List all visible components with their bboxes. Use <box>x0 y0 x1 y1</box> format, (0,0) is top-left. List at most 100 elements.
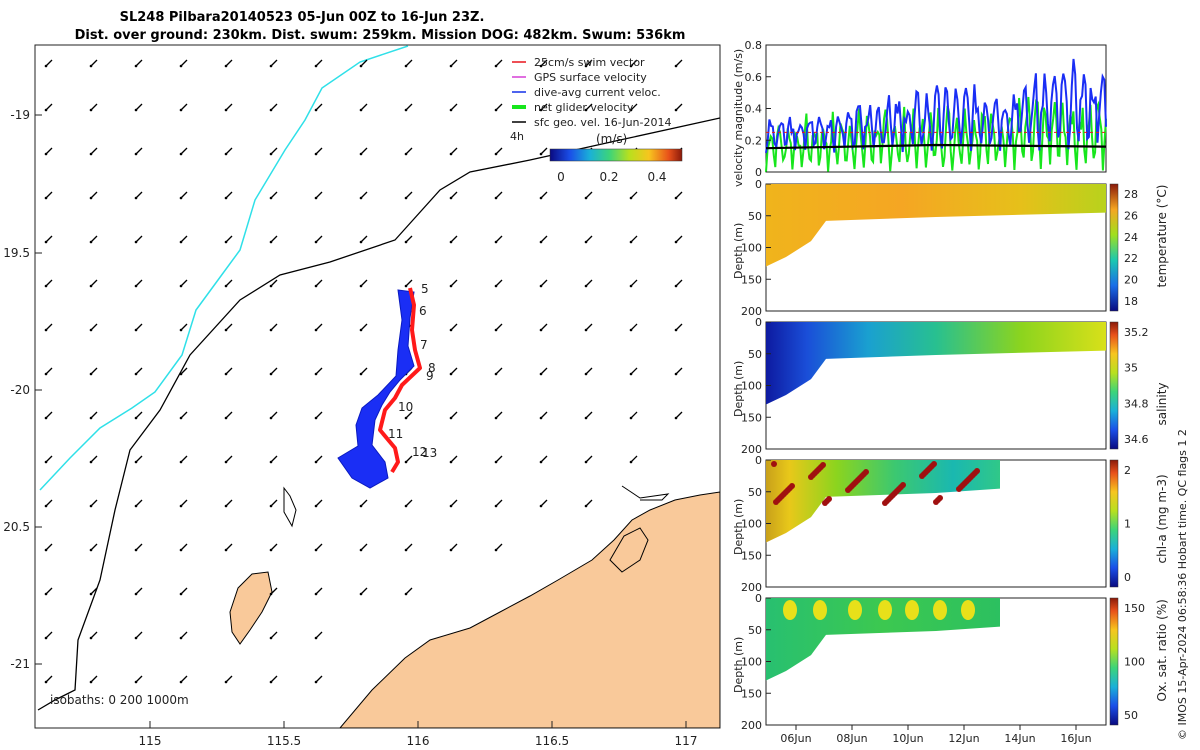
lat-tick-label: 19.5 <box>3 246 30 260</box>
colorbar-tick-label: 22 <box>1124 252 1138 265</box>
depth-tick-label: 50 <box>748 210 762 223</box>
velocity-ylabel: velocity magnitude (m/s) <box>732 49 745 187</box>
section-fill <box>766 322 1106 405</box>
colorbar-title: Ox. sat. ratio (%) <box>1155 599 1169 701</box>
lat-tick-label: -20 <box>10 383 30 397</box>
section-chla: 0 50 100 150 200 Depth (m) 0 1 2 chl-a (mg m-3) <box>732 454 1169 594</box>
track-day-label: 13 <box>422 446 437 460</box>
depth-tick-label: 150 <box>741 687 762 700</box>
lat-tick-label: -21 <box>10 657 30 671</box>
imos-credit: © IMOS 15-Apr-2024 06:58:36 Hobart time.… <box>1176 429 1189 740</box>
velocity-tick-label: 0 <box>755 166 762 179</box>
oxygen-high-patch <box>848 600 862 620</box>
velocity-tick-label: 0.2 <box>745 134 763 147</box>
oxygen-high-patch <box>878 600 892 620</box>
track-day-label: 9 <box>426 369 434 383</box>
depth-tick-label: 0 <box>755 454 762 467</box>
oxygen-high-patch <box>961 600 975 620</box>
colorbar-title: temperature (°C) <box>1155 185 1169 288</box>
time-tick-label: 06Jun <box>780 732 811 745</box>
figure-title-line2: Dist. over ground: 230km. Dist. swum: 25… <box>75 28 686 43</box>
velocity-panel: 0 0.2 0.4 0.6 0.8 velocity magnitude (m/s) <box>732 39 1107 187</box>
time-tick-label: 12Jun <box>948 732 979 745</box>
time-tick-label: 14Jun <box>1004 732 1035 745</box>
depth-tick-label: 200 <box>741 581 762 594</box>
lon-tick-label: 115.5 <box>267 734 301 748</box>
track-day-label: 10 <box>398 400 413 414</box>
depth-tick-label: 100 <box>741 242 762 255</box>
depth-tick-label: 150 <box>741 411 762 424</box>
colorbar-tick-label: 34.6 <box>1124 433 1149 446</box>
colorbar-tick-label: 28 <box>1124 188 1138 201</box>
oxygen-high-patch <box>813 600 827 620</box>
isobath-1000m <box>37 117 720 711</box>
chla-high-marker <box>900 482 906 488</box>
island-large <box>229 571 273 645</box>
time-tick-label: 08Jun <box>836 732 867 745</box>
legend-entry: sfc geo. vel. 16-Jun-2014 <box>534 116 671 129</box>
colorbar-title: salinity <box>1155 382 1169 425</box>
colorbar-tick: 0.2 <box>599 170 618 184</box>
series-dive-avg-current <box>765 58 1107 154</box>
depth-tick-label: 50 <box>748 348 762 361</box>
chla-high-marker <box>974 468 980 474</box>
colorbar-tick-label: 26 <box>1124 209 1138 222</box>
lat-tick-label: -19 <box>10 108 30 122</box>
colorbar-tick-label: 18 <box>1124 295 1138 308</box>
depth-tick-label: 100 <box>741 380 762 393</box>
depth-ylabel: Depth (m) <box>732 223 745 279</box>
colorbar-tick-label: 2 <box>1124 464 1131 477</box>
legend-entry: GPS surface velocity <box>534 71 647 84</box>
lon-tick-label: 116.5 <box>535 734 569 748</box>
colorbar-tick-label: 20 <box>1124 274 1138 287</box>
lon-tick-label: 115 <box>139 734 162 748</box>
track-day-label: 8 <box>428 361 436 375</box>
colorbar-tick: 0.4 <box>647 170 666 184</box>
colorbar-label: (m/s) <box>596 132 627 146</box>
chla-high-marker <box>863 469 869 475</box>
oxygen-high-patch <box>783 600 797 620</box>
section-colorbar <box>1109 459 1119 588</box>
colorbar-tick-label: 100 <box>1124 656 1145 669</box>
time-tick-label: 16Jun <box>1060 732 1091 745</box>
colorbar-tick: 0 <box>557 170 565 184</box>
chla-high-marker <box>826 496 832 502</box>
legend-entry: 25cm/s swim vector <box>534 56 645 69</box>
depth-tick-label: 150 <box>741 549 762 562</box>
speed-colorbar <box>549 148 683 162</box>
section-fill <box>766 184 1106 267</box>
depth-tick-label: 50 <box>748 486 762 499</box>
isobaths-label: isobaths: 0 200 1000m <box>50 693 189 707</box>
section-colorbar <box>1109 321 1119 450</box>
legend-entry: net glider velocity <box>534 101 634 114</box>
velocity-tick-label: 0.6 <box>745 71 763 84</box>
depth-ylabel: Depth (m) <box>732 499 745 555</box>
time-axis-ticks: 06Jun 08Jun 10Jun 12Jun 14Jun 16Jun <box>780 725 1092 745</box>
colorbar-tick-label: 35.2 <box>1124 326 1149 339</box>
depth-ylabel: Depth (m) <box>732 361 745 417</box>
depth-tick-label: 200 <box>741 443 762 456</box>
colorbar-tick-label: 35 <box>1124 362 1138 375</box>
section-salinity: 0 50 100 150 200 Depth (m) 34.6 34.8 35 35.2 salin… <box>732 316 1169 456</box>
chla-high-marker <box>789 483 795 489</box>
oxygen-high-patch <box>905 600 919 620</box>
colorbar-tick-label: 50 <box>1124 709 1138 722</box>
section-fill <box>766 460 1000 543</box>
isobath-200m <box>39 45 409 491</box>
track-day-label: 12 <box>412 445 427 459</box>
chla-high-marker <box>820 462 826 468</box>
depth-ylabel: Depth (m) <box>732 637 745 693</box>
oxygen-high-patch <box>933 600 947 620</box>
velocity-tick-label: 0.4 <box>745 103 763 116</box>
chla-high-marker <box>937 495 943 501</box>
lat-tick-label: 20.5 <box>3 520 30 534</box>
lon-tick-label: 116 <box>407 734 430 748</box>
track-day-label: 5 <box>421 282 429 296</box>
depth-tick-label: 0 <box>755 316 762 329</box>
depth-tick-label: 0 <box>755 178 762 191</box>
